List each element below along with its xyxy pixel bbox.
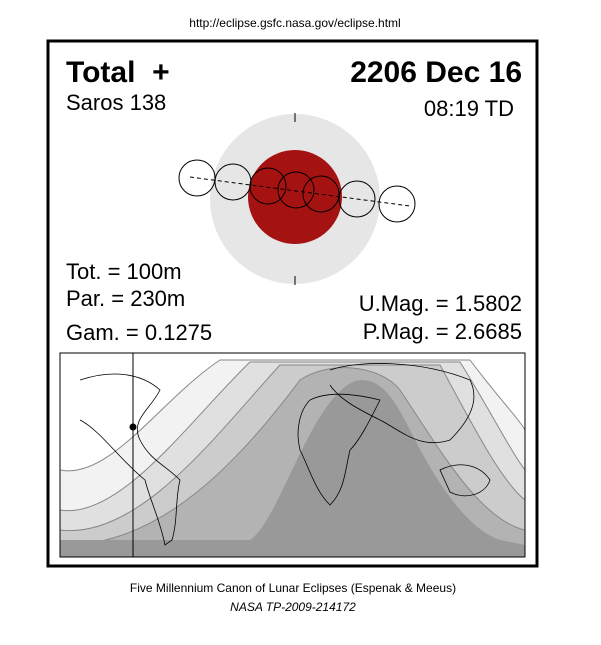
partial-duration: Par. = 230m (66, 286, 185, 311)
eclipse-date: 2206 Dec 16 (350, 56, 522, 89)
shadow (178, 113, 416, 285)
footer-title: Five Millennium Canon of Lunar Eclipses … (130, 581, 456, 595)
umbral-magnitude: U.Mag. = 1.5802 (359, 291, 522, 316)
eclipse-type: Total + (66, 56, 170, 89)
penumbral-magnitude: P.Mag. = 2.6685 (363, 319, 522, 344)
total-duration: Tot. = 100m (66, 259, 182, 284)
saros: Saros 138 (66, 90, 166, 115)
footer-ref: NASA TP-2009-214172 (230, 600, 356, 614)
time: 08:19 TD (424, 96, 514, 121)
url: http://eclipse.gsfc.nasa.gov/eclipse.htm… (189, 16, 400, 30)
map (59, 352, 526, 558)
gamma: Gam. = 0.1275 (66, 320, 212, 345)
